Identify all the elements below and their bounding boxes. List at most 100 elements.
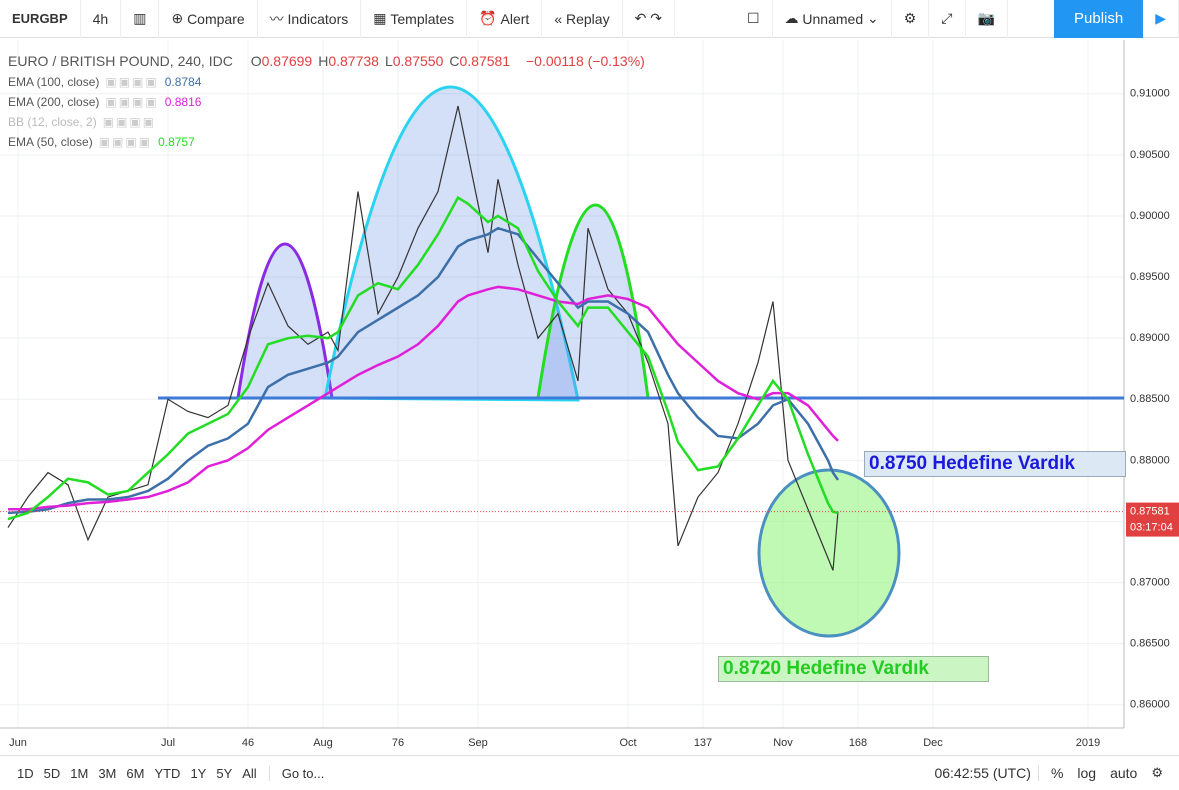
study-value: 0.8816 <box>164 95 202 109</box>
range-button[interactable]: 1M <box>70 765 89 781</box>
templates-label: Templates <box>390 10 455 27</box>
ema-line <box>7 226 840 515</box>
x-tick-label: Dec <box>923 737 943 749</box>
countdown: 03:17:04 <box>1130 521 1173 533</box>
y-tick-label: 0.87000 <box>1130 576 1170 588</box>
log[interactable]: log <box>1077 765 1097 781</box>
indicators-label: Indicators <box>287 10 349 27</box>
y-tick-label: 0.91000 <box>1130 88 1170 100</box>
x-tick-label: 2019 <box>1076 737 1100 749</box>
toolbar: EURGBP 4h ▥ ⊕ Compare 〰 Indicators ▦ Tem… <box>0 0 1179 38</box>
range-button[interactable]: 6M <box>126 765 145 781</box>
fullscreen-box[interactable]: ☐ <box>735 0 773 38</box>
symbol[interactable]: EURGBP <box>0 0 81 38</box>
range-button[interactable]: YTD <box>154 765 181 781</box>
stream[interactable]: ▶ <box>1143 0 1179 38</box>
study-row: BB (12, close, 2) ▣▣▣▣ <box>8 115 162 129</box>
publish[interactable]: Publish <box>1054 0 1144 38</box>
study-name: EMA (50, close) <box>8 135 93 149</box>
goto[interactable]: Go to... <box>268 765 332 781</box>
range-button[interactable]: 5Y <box>216 765 233 781</box>
undo[interactable]: ↶ ↷ <box>623 0 675 38</box>
layout[interactable]: ☁ Unnamed ⌄ <box>773 0 892 38</box>
percent[interactable]: % <box>1037 765 1070 781</box>
target-circle <box>757 468 901 638</box>
layout-label: Unnamed <box>802 10 864 27</box>
x-tick-label: 168 <box>849 737 867 749</box>
study-name: EMA (200, close) <box>8 95 100 109</box>
last-price-box <box>1126 502 1179 537</box>
x-tick-label: 76 <box>392 737 404 749</box>
settings[interactable]: ⚙ <box>1151 765 1163 780</box>
ohlc-value: 0.87738 <box>328 53 379 69</box>
x-tick-label: 46 <box>242 737 254 749</box>
compare-label: Compare <box>187 10 245 27</box>
study-value: 0.8757 <box>158 135 195 149</box>
templates[interactable]: ▦ Templates <box>361 0 468 38</box>
ohlc-value: 0.87550 <box>392 53 444 69</box>
change: −0.00118 (−0.13%) <box>525 53 645 69</box>
replay-label: Replay <box>566 10 610 27</box>
x-tick-label: Sep <box>468 737 488 749</box>
range-button[interactable]: All <box>242 765 257 781</box>
y-tick-label: 0.88000 <box>1130 454 1170 466</box>
study-buttons[interactable]: ▣▣▣▣ <box>98 135 153 149</box>
ema-line <box>8 285 839 511</box>
study-buttons[interactable]: ▣▣▣▣ <box>105 95 159 109</box>
ohlc-key: L <box>384 53 393 69</box>
ranges: 1D 5D 1M 3M 6M YTD 1Y 5Y All <box>0 766 269 781</box>
chart-style[interactable]: ▥ <box>121 0 160 38</box>
settings[interactable]: ⚙ <box>892 0 930 38</box>
legend-title: EURO / BRITISH POUND, 240, IDC <box>8 53 233 69</box>
ohlc-value: 0.87699 <box>261 53 313 69</box>
x-tick-label: Jul <box>161 737 175 749</box>
interval[interactable]: 4h <box>81 0 122 38</box>
study-value: 0.8784 <box>164 75 202 89</box>
alert[interactable]: ⏰ Alert <box>467 0 543 38</box>
study-row: EMA (50, close) ▣▣▣▣ 0.8757 <box>8 135 195 149</box>
range-button[interactable]: 5D <box>43 765 61 781</box>
study-buttons[interactable]: ▣▣▣▣ <box>105 75 159 89</box>
study-row: EMA (200, close) ▣▣▣▣ 0.8816 <box>8 95 201 109</box>
legend-main: EURO / BRITISH POUND, 240, IDC O0.87699 H… <box>8 53 645 69</box>
y-tick-label: 0.90000 <box>1130 210 1170 222</box>
ohlc: O0.87699 H0.87738 L0.87550 C0.87581 <box>251 53 516 69</box>
replay[interactable]: « Replay <box>542 0 623 38</box>
y-tick-label: 0.86500 <box>1130 638 1170 650</box>
x-tick-label: Jun <box>9 737 27 749</box>
clock: 06:42:55 (UTC) <box>934 765 1031 781</box>
bottom-bar: 1D 5D 1M 3M 6M YTD 1Y 5Y All Go to... 06:42:55 (… <box>0 755 1179 790</box>
study-buttons[interactable]: ▣▣▣▣ <box>102 115 157 129</box>
y-tick-label: 0.89500 <box>1130 271 1170 283</box>
x-tick-label: Nov <box>773 737 793 749</box>
auto[interactable]: auto <box>1110 765 1138 781</box>
y-tick-label: 0.86000 <box>1130 699 1170 711</box>
y-tick-label: 0.90500 <box>1130 149 1170 161</box>
range-button[interactable]: 1Y <box>190 765 207 781</box>
range-button[interactable]: 1D <box>17 765 34 781</box>
alert-label: Alert <box>500 10 530 27</box>
x-tick-label: 137 <box>694 737 712 749</box>
last-price-label: 0.87581 <box>1130 505 1170 517</box>
snapshot[interactable]: 📷 <box>966 0 1008 38</box>
x-tick-label: Oct <box>619 737 636 749</box>
x-tick-label: Aug <box>313 737 333 749</box>
expand[interactable]: ⤢ <box>929 0 966 38</box>
range-button[interactable]: 3M <box>98 765 117 781</box>
study-name: BB (12, close, 2) <box>8 115 97 129</box>
annotation: 0.8720 Hedefine Vardık <box>718 656 989 682</box>
y-tick-label: 0.89000 <box>1130 332 1170 344</box>
compare[interactable]: ⊕ Compare <box>159 0 258 38</box>
study-name: EMA (100, close) <box>8 75 100 89</box>
y-tick-label: 0.88500 <box>1130 393 1170 405</box>
indicators[interactable]: 〰 Indicators <box>258 0 362 38</box>
ohlc-key: H <box>318 53 329 69</box>
ohlc-key: C <box>449 53 460 69</box>
shoulder-left <box>236 242 334 400</box>
study-row: EMA (100, close) ▣▣▣▣ 0.8784 <box>8 75 201 89</box>
ohlc-key: O <box>250 53 262 69</box>
ema-line <box>7 195 839 521</box>
annotation: 0.8750 Hedefine Vardık <box>864 451 1126 477</box>
